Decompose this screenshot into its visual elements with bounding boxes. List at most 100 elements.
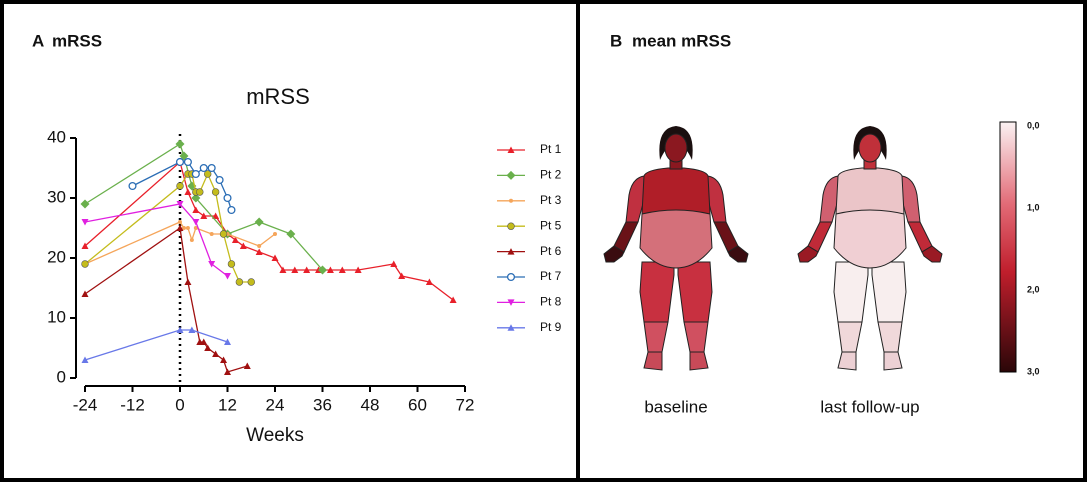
- data-point: [354, 266, 362, 273]
- legend-label: Pt 8: [540, 295, 562, 309]
- data-point: [181, 226, 186, 230]
- legend-label: Pt 9: [540, 320, 562, 334]
- data-point: [227, 260, 236, 268]
- data-point: [271, 254, 279, 261]
- y-tick-label: 20: [47, 247, 66, 266]
- figure-caption: last follow-up: [820, 397, 919, 416]
- data-point: [211, 188, 220, 196]
- data-point: [176, 326, 184, 333]
- legend-label: Pt 1: [540, 142, 562, 156]
- data-point: [192, 206, 200, 213]
- series-line: [84, 203, 228, 277]
- data-point: [239, 242, 247, 249]
- legend-marker: [507, 248, 515, 255]
- data-point: [204, 170, 212, 178]
- y-tick-label: 0: [57, 367, 66, 386]
- legend-marker: [507, 324, 515, 331]
- data-point: [212, 350, 220, 357]
- data-point: [231, 236, 239, 243]
- data-point: [81, 290, 89, 297]
- data-point: [207, 163, 216, 173]
- legend-label: Pt 6: [540, 244, 562, 258]
- data-point: [80, 199, 90, 209]
- legend-marker: [507, 222, 515, 230]
- legend-marker: [507, 299, 515, 306]
- data-point: [227, 205, 236, 215]
- chart-title: mRSS: [246, 84, 310, 109]
- colorbar-label: 2,0: [1027, 284, 1040, 294]
- legend-marker: [506, 272, 516, 282]
- data-point: [183, 157, 192, 167]
- data-point: [449, 296, 457, 303]
- legend-marker: [507, 146, 515, 153]
- data-point: [247, 278, 255, 286]
- panel-title: mRSS: [52, 31, 102, 50]
- data-point: [189, 238, 194, 242]
- data-point: [175, 157, 185, 167]
- data-point: [179, 151, 189, 161]
- series-line: [84, 226, 248, 373]
- x-tick-label: 60: [408, 395, 427, 414]
- data-point: [303, 266, 311, 273]
- series-line: [84, 172, 252, 283]
- data-point: [235, 278, 244, 286]
- data-point: [273, 232, 277, 236]
- colorbar-label: 0,0: [1027, 120, 1040, 130]
- y-tick-label: 10: [47, 307, 66, 326]
- data-point: [176, 182, 184, 190]
- data-point: [212, 212, 220, 219]
- data-point: [224, 273, 231, 280]
- x-tick-label: -12: [120, 395, 145, 414]
- data-point: [128, 181, 137, 191]
- colorbar-label: 1,0: [1027, 202, 1040, 212]
- x-tick-label: 0: [175, 395, 184, 414]
- data-point: [204, 344, 212, 351]
- body-map: [797, 125, 943, 371]
- y-tick-label: 30: [47, 187, 66, 206]
- x-tick-label: 24: [266, 395, 285, 414]
- data-point: [81, 356, 89, 363]
- data-point: [81, 219, 89, 226]
- data-point: [219, 230, 228, 238]
- data-point: [254, 217, 264, 227]
- colorbar-label: 3,0: [1027, 366, 1040, 376]
- legend-label: Pt 3: [540, 193, 562, 207]
- legend-label: Pt 5: [540, 218, 562, 232]
- data-point: [243, 362, 251, 369]
- panel-letter: A: [32, 31, 44, 50]
- legend-label: Pt 2: [540, 168, 562, 182]
- data-point: [257, 244, 262, 248]
- data-point: [286, 229, 296, 239]
- colorbar: [999, 121, 1017, 373]
- panel-title: mean mRSS: [632, 31, 731, 50]
- figure-caption: baseline: [644, 397, 707, 416]
- data-point: [178, 220, 182, 224]
- series-line: [84, 143, 323, 271]
- data-point: [196, 188, 204, 196]
- body-map: [603, 125, 749, 371]
- x-axis-label: Weeks: [246, 425, 304, 446]
- data-point: [318, 265, 327, 275]
- data-point: [390, 260, 398, 267]
- x-tick-label: 12: [218, 395, 237, 414]
- data-point: [176, 201, 184, 208]
- data-point: [188, 326, 196, 333]
- data-point: [81, 242, 89, 249]
- series-line: [84, 329, 228, 361]
- data-point: [193, 226, 198, 230]
- data-point: [255, 248, 263, 255]
- data-point: [185, 226, 190, 230]
- data-point: [81, 260, 89, 268]
- data-point: [425, 278, 433, 285]
- data-point: [398, 272, 406, 279]
- x-tick-label: 72: [456, 395, 475, 414]
- data-point: [223, 193, 232, 203]
- series-line: [84, 221, 276, 265]
- legend-marker: [506, 170, 516, 180]
- data-point: [184, 188, 192, 195]
- data-point: [215, 175, 224, 185]
- data-point: [200, 212, 208, 219]
- data-point: [224, 368, 231, 375]
